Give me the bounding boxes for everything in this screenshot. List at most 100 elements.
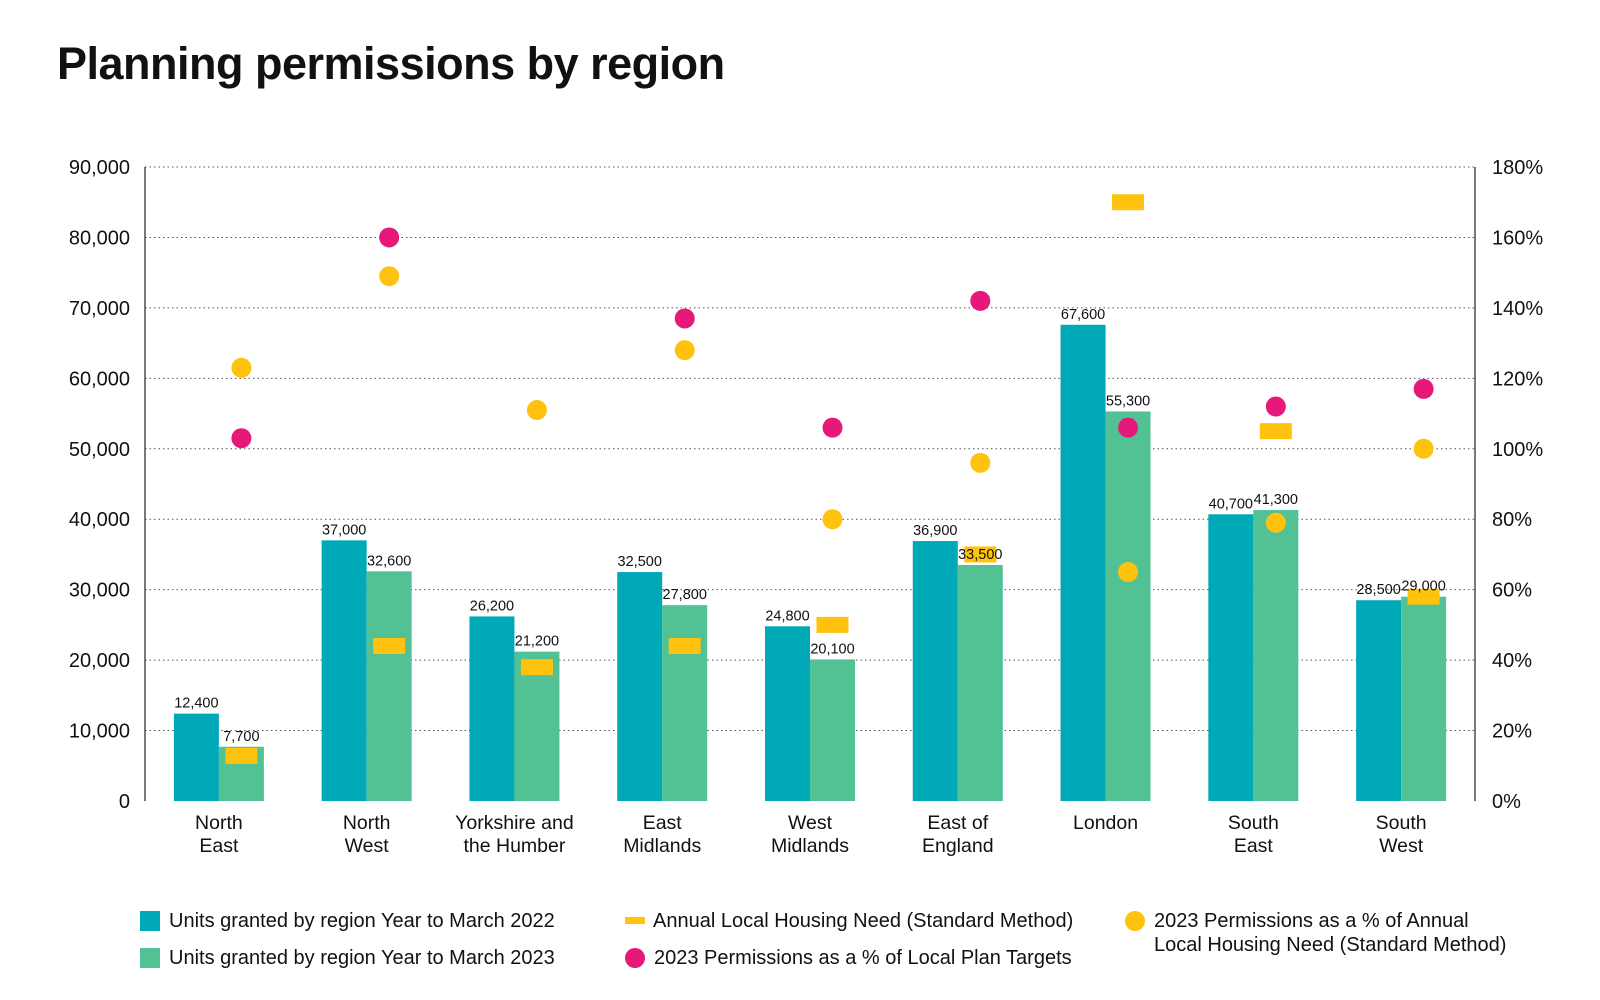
bar-2022 <box>469 616 515 801</box>
housing-need-marker <box>1259 423 1292 440</box>
housing-need-marker <box>1112 194 1145 211</box>
bar-2022 <box>1208 514 1254 801</box>
right-axis-tick-label: 80% <box>1492 509 1532 531</box>
right-axis-tick-label: 160% <box>1492 227 1543 249</box>
category-label: South <box>1228 812 1279 834</box>
right-axis-tick-label: 100% <box>1492 439 1543 461</box>
category-label: West <box>345 835 390 857</box>
right-axis-tick-label: 60% <box>1492 580 1532 602</box>
category-label: London <box>1073 812 1138 834</box>
category-label: Midlands <box>623 835 701 857</box>
housing-need-marker <box>225 747 258 764</box>
bar-2023 <box>1105 411 1151 801</box>
pct-housing-need-dot <box>379 266 400 287</box>
housing-need-marker <box>668 638 701 655</box>
legend-swatch-pct-local-plan <box>625 948 645 968</box>
legend-label-pct-local-plan: 2023 Permissions as a % of Local Plan Ta… <box>654 947 1072 969</box>
category-label: East <box>643 812 683 834</box>
legend-label-units-2022: Units granted by region Year to March 20… <box>169 910 555 932</box>
pct-housing-need-dot <box>231 357 252 378</box>
pct-housing-need-dot <box>822 509 843 530</box>
category-label: West <box>1379 835 1424 857</box>
bar-2023 <box>514 651 560 801</box>
data-label-2022: 36,900 <box>913 523 957 539</box>
right-axis-tick-label: 20% <box>1492 721 1532 743</box>
chart-title: Planning permissions by region <box>57 38 725 89</box>
bar-2022 <box>173 713 219 801</box>
pct-local-plan-dot <box>231 428 252 449</box>
pct-local-plan-dot <box>1265 396 1286 417</box>
legend-swatch-pct-housing-need <box>1125 911 1145 931</box>
pct-local-plan-dot <box>1413 378 1434 399</box>
housing-need-marker <box>1407 588 1440 605</box>
bar-2023 <box>366 571 412 801</box>
legend-swatch-housing-need <box>625 917 645 924</box>
legend-item-units-2023[interactable]: Units granted by region Year to March 20… <box>140 946 555 970</box>
category-label: South <box>1376 812 1427 834</box>
category-label: England <box>922 835 994 857</box>
bar-2022 <box>1060 324 1106 801</box>
data-label-2023: 20,100 <box>810 641 854 657</box>
category-label: North <box>195 812 243 834</box>
left-axis-tick-label: 20,000 <box>69 650 130 672</box>
pct-local-plan-dot <box>970 290 991 311</box>
data-label-2022: 37,000 <box>322 522 366 538</box>
pct-local-plan-dot <box>1118 417 1139 438</box>
bar-2023 <box>810 659 855 801</box>
data-label-2023: 29,000 <box>1401 579 1445 595</box>
legend-label-housing-need: Annual Local Housing Need (Standard Meth… <box>653 910 1074 932</box>
pct-housing-need-dot <box>526 400 547 421</box>
legend-swatch-units-2023 <box>140 948 160 968</box>
housing-need-marker <box>964 546 997 563</box>
right-axis-tick-label: 120% <box>1492 368 1543 390</box>
legend-item-units-2022[interactable]: Units granted by region Year to March 20… <box>140 909 555 933</box>
legend-item-pct-housing-need[interactable]: 2023 Permissions as a % of Annual Local … <box>1125 909 1506 957</box>
bar-2023 <box>1401 596 1447 801</box>
legend-item-pct-local-plan[interactable]: 2023 Permissions as a % of Local Plan Ta… <box>625 946 1072 970</box>
data-label-2022: 24,800 <box>765 608 809 624</box>
bar-2022 <box>765 626 810 801</box>
pct-housing-need-dot <box>1265 512 1286 533</box>
legend-label-pct-housing-need: 2023 Permissions as a % of Annual Local … <box>1154 910 1507 956</box>
bar-2023 <box>662 605 708 801</box>
data-label-2023: 33,500 <box>958 547 1002 563</box>
category-label: East of <box>927 812 988 834</box>
data-label-2022: 40,700 <box>1209 496 1253 512</box>
right-axis-tick-label: 40% <box>1492 650 1532 672</box>
right-axis-tick-label: 180% <box>1492 157 1543 179</box>
pct-housing-need-dot <box>674 340 695 361</box>
housing-need-marker <box>373 638 406 655</box>
pct-housing-need-dot <box>1413 438 1434 459</box>
legend-item-housing-need[interactable]: Annual Local Housing Need (Standard Meth… <box>625 909 1073 933</box>
bar-2023 <box>1253 510 1299 801</box>
bar-2022 <box>1356 600 1402 801</box>
right-axis-tick-label: 0% <box>1492 791 1521 813</box>
category-label: West <box>788 812 833 834</box>
data-label-2023: 21,200 <box>515 634 559 650</box>
left-axis-tick-label: 0 <box>119 791 130 813</box>
pct-local-plan-dot <box>674 308 695 329</box>
data-label-2023: 32,600 <box>367 553 411 569</box>
data-label-2022: 12,400 <box>174 696 218 712</box>
bar-2023 <box>957 565 1003 801</box>
bar-2022 <box>321 540 367 801</box>
bar-chart: 0 10,000 20,000 30,000 40,000 50,000 60,000 70,… <box>69 157 1544 857</box>
category-label: Midlands <box>771 835 849 857</box>
category-label: Yorkshire and <box>455 812 574 834</box>
housing-need-marker <box>520 659 553 676</box>
left-axis-tick-label: 70,000 <box>69 298 130 320</box>
data-label-2022: 28,500 <box>1356 582 1400 598</box>
category-label: North <box>343 812 391 834</box>
bar-2022 <box>617 572 663 801</box>
category-label: East <box>199 835 239 857</box>
bar-2022 <box>912 541 958 801</box>
left-axis-tick-label: 80,000 <box>69 227 130 249</box>
left-axis-tick-label: 60,000 <box>69 368 130 390</box>
left-axis-tick-label: 50,000 <box>69 439 130 461</box>
data-label-2023: 27,800 <box>663 587 707 603</box>
pct-local-plan-dot <box>822 417 843 438</box>
left-axis-tick-label: 10,000 <box>69 721 130 743</box>
legend-label-units-2023: Units granted by region Year to March 20… <box>169 947 555 969</box>
pct-housing-need-dot <box>970 452 991 473</box>
left-axis-tick-label: 40,000 <box>69 509 130 531</box>
